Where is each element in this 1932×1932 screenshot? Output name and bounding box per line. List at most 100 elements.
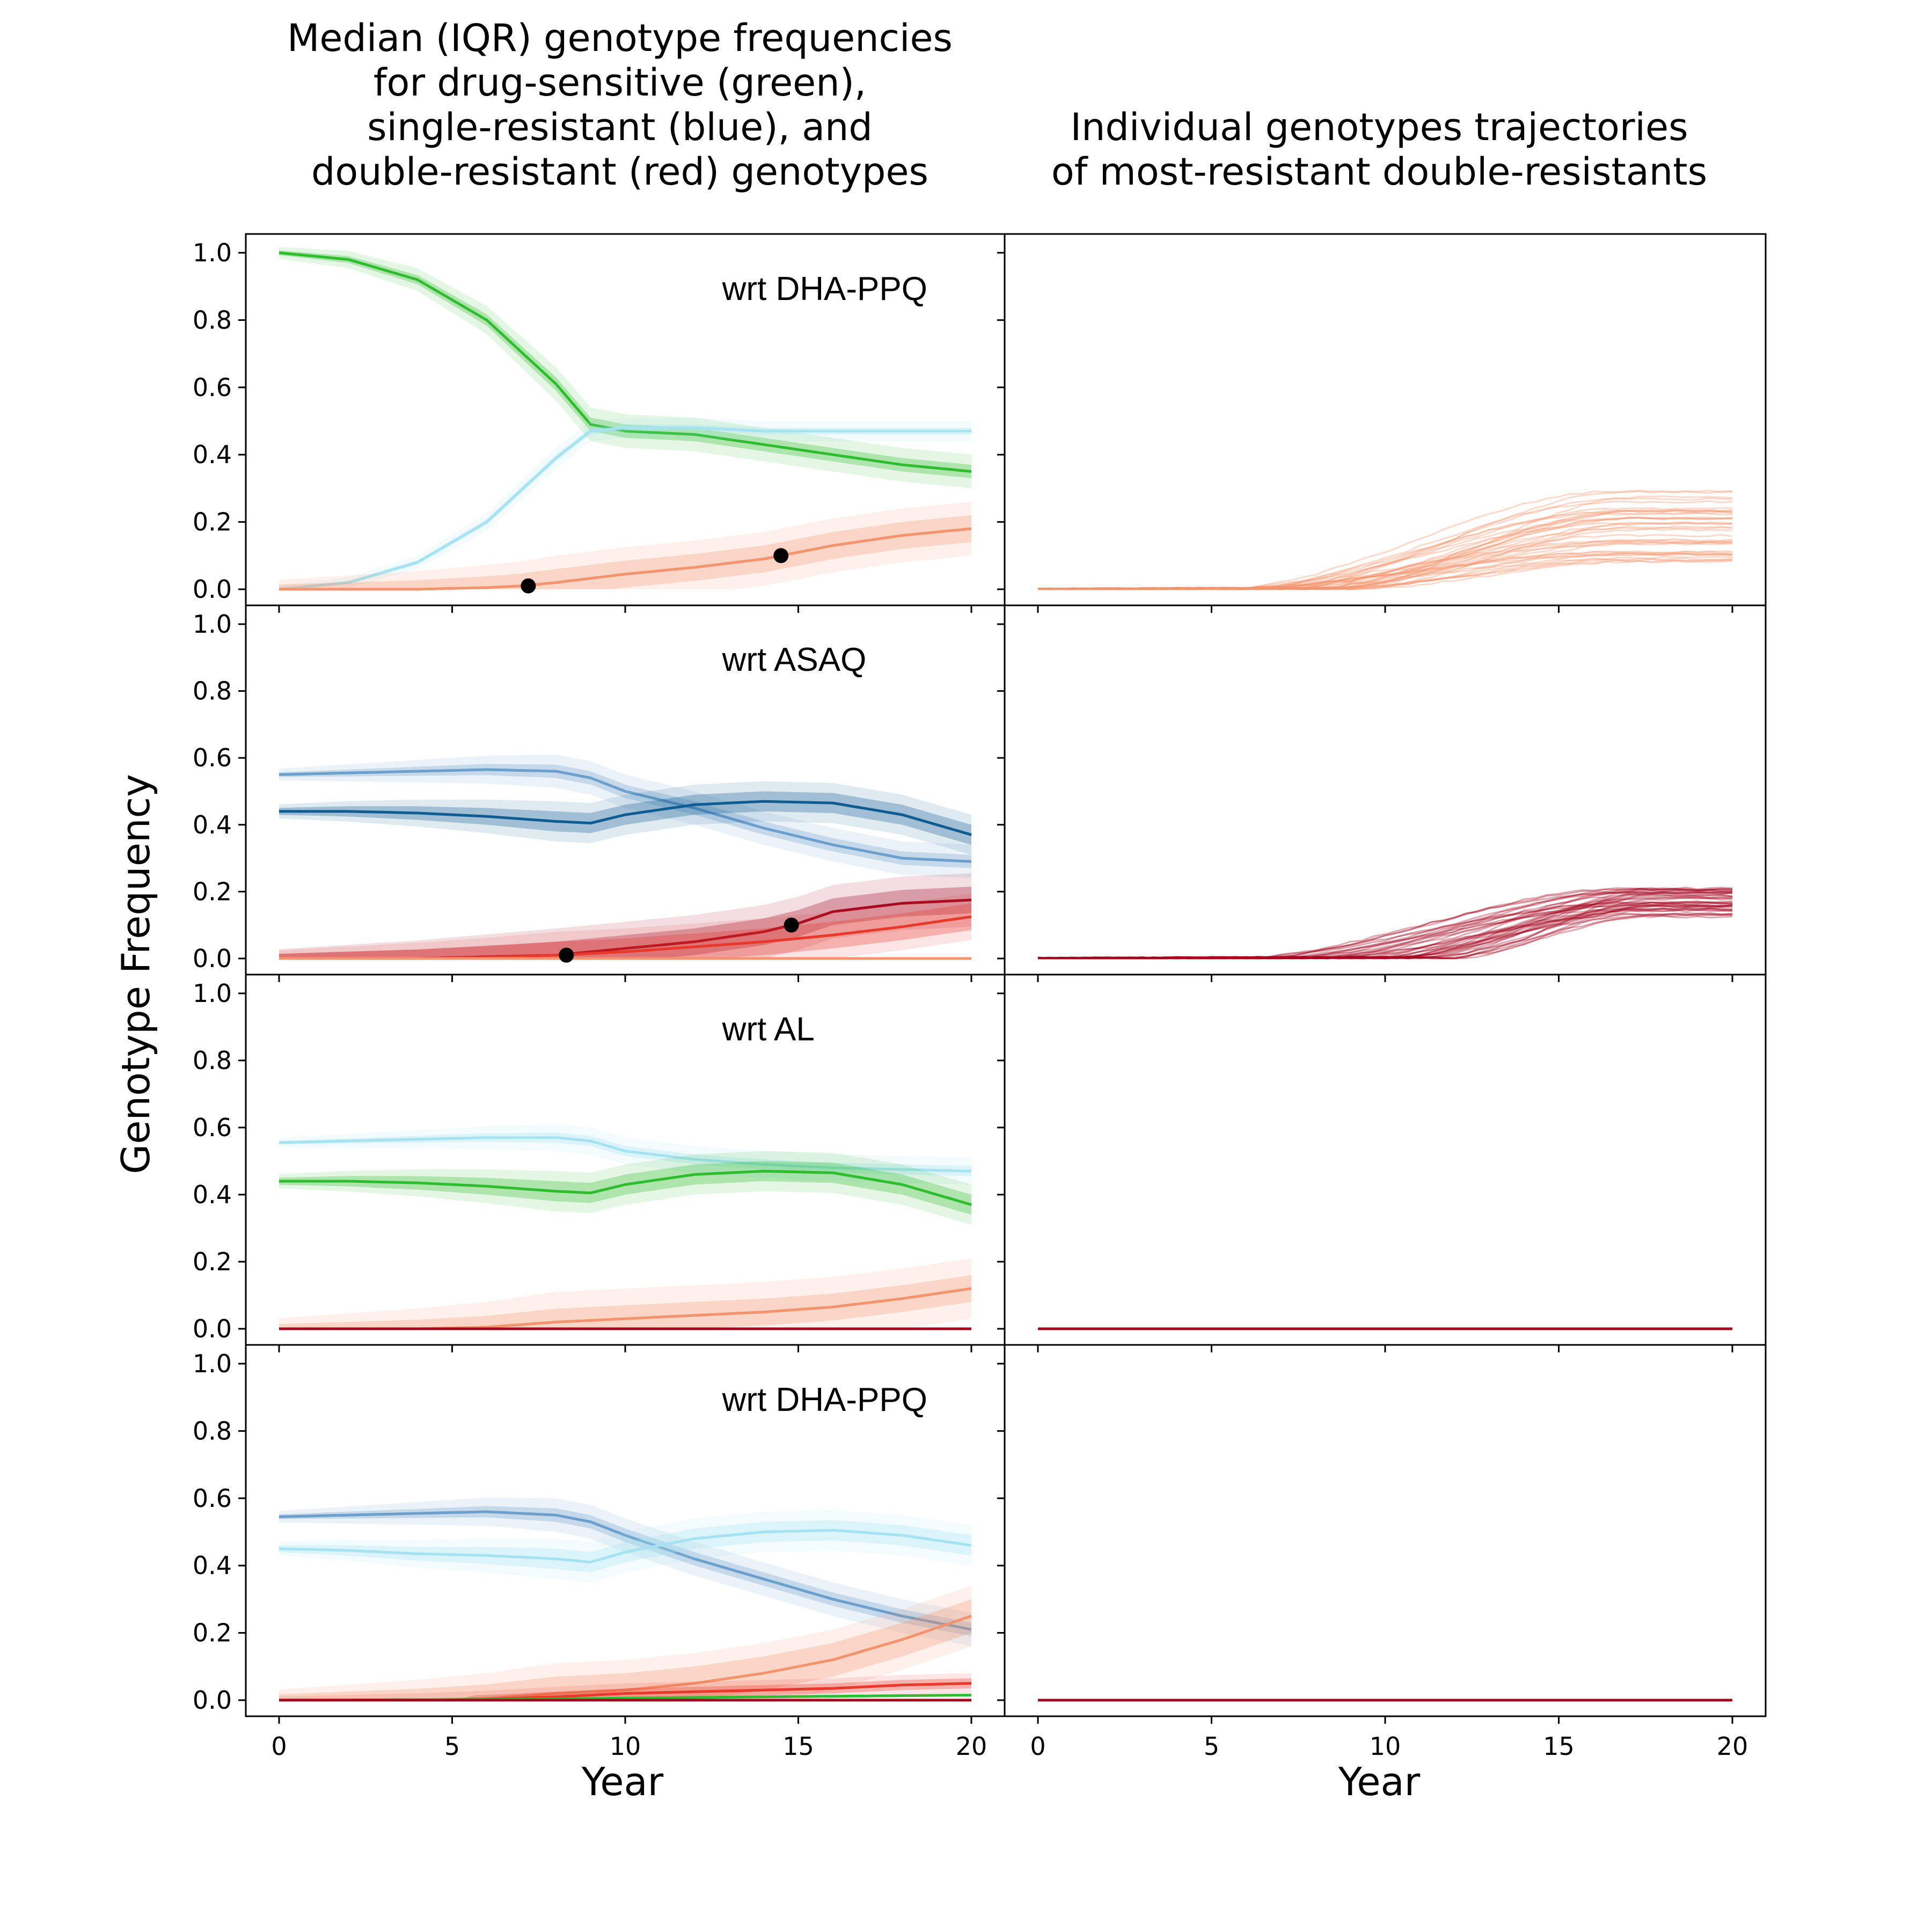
trajectory-line	[1038, 901, 1733, 960]
trajectory-line	[1037, 906, 1733, 960]
x-axis-label-right: Year	[1338, 1759, 1421, 1804]
median-iqr-row-0: wrt DHA-PPQ	[279, 247, 972, 594]
y-tick-label: 0.6	[193, 743, 232, 772]
trajectory-line	[1037, 890, 1733, 960]
trajectory-line	[1037, 507, 1733, 590]
trajectory-line	[1037, 510, 1733, 590]
axes-border	[1004, 604, 1767, 976]
trajectory-line	[1037, 540, 1733, 590]
y-tick-label: 0.0	[193, 1314, 232, 1343]
trajectory-line	[1037, 901, 1733, 960]
trajectory-line	[1037, 516, 1733, 590]
iqr-band-dark_blue	[279, 791, 971, 845]
outer-band-green	[279, 1151, 971, 1225]
outer-band-red	[279, 893, 971, 958]
median-line-steel_blue	[279, 768, 972, 863]
panel-annotation: wrt ASAQ	[722, 641, 867, 678]
y-tick-label: 0.4	[193, 1551, 232, 1580]
trajectory-line	[1037, 511, 1733, 590]
x-tick-label: 10	[1370, 1732, 1401, 1761]
trajectory-line	[1037, 553, 1733, 590]
trajectory-line	[1037, 908, 1733, 960]
x-tick-label: 0	[1030, 1732, 1045, 1761]
median-iqr-row-2: wrt AL	[279, 1011, 972, 1330]
median-line-green	[279, 1169, 972, 1206]
trajectory-line	[1037, 555, 1733, 590]
iqr-band-green	[279, 1161, 971, 1215]
trajectory-line	[1037, 903, 1733, 960]
y-tick-label: 0.2	[193, 877, 232, 906]
trajectory-line	[1037, 901, 1733, 960]
y-tick-label: 0.8	[193, 1046, 232, 1075]
trajectory-line	[1037, 516, 1733, 590]
outer-band-light_blue	[279, 1510, 971, 1583]
axes-frame: 0 5 10 15 20	[997, 1344, 1767, 1761]
trajectory-line	[1037, 891, 1733, 960]
trajectory-line	[1037, 904, 1733, 960]
trajectory-line	[1037, 904, 1733, 960]
trajectory-line	[1037, 509, 1733, 590]
trajectory-line	[1037, 908, 1733, 960]
median-line-salmon	[279, 527, 972, 591]
trajectory-line	[1037, 495, 1733, 590]
trajectory-line	[1037, 913, 1733, 960]
outer-band-steel_blue	[279, 755, 971, 879]
trajectory-line	[1037, 509, 1733, 590]
y-tick-label: 0.2	[193, 1247, 232, 1276]
median-line-light_blue	[279, 1136, 972, 1173]
iqr-band-salmon	[279, 1599, 971, 1700]
median-line-green	[279, 251, 972, 473]
trajectory-line	[1038, 516, 1733, 590]
trajectory-line	[1037, 888, 1733, 960]
trajectory-line	[1038, 521, 1733, 590]
y-axis-label: Genotype Frequency	[113, 774, 158, 1174]
individual-trajectories-row-1	[1037, 887, 1733, 960]
x-tick-label: 10	[610, 1732, 641, 1761]
axes-border	[1004, 974, 1767, 1346]
trajectory-line	[1037, 528, 1732, 590]
trajectory-line	[1038, 539, 1733, 590]
trajectory-line	[1037, 904, 1733, 960]
trajectory-line	[1037, 552, 1733, 590]
outer-band-salmon	[279, 1258, 971, 1329]
y-tick-label: 0.0	[193, 1686, 232, 1715]
outer-band-dark_blue	[279, 781, 971, 855]
panel-annotation: wrt DHA-PPQ	[722, 270, 927, 308]
trajectory-line	[1037, 500, 1733, 590]
trajectory-line	[1037, 540, 1733, 590]
milestone-marker	[784, 917, 799, 933]
y-tick-label: 0.6	[193, 1484, 232, 1513]
y-tick-label: 0.0	[193, 575, 232, 604]
trajectory-line	[1037, 904, 1733, 960]
outer-band-light_blue	[279, 418, 971, 589]
outer-band-red	[279, 1673, 971, 1700]
left-title-line-3: single-resistant (blue), and	[367, 105, 873, 149]
iqr-band-steel_blue	[279, 1506, 971, 1636]
axes-frame: 0.0 0.2 0.4 0.6 0.8 1.0 0 5 10 15 20	[193, 1344, 1006, 1761]
trajectory-line	[1037, 900, 1733, 960]
y-tick-label: 0.6	[193, 373, 232, 402]
median-line-light_blue	[279, 1528, 972, 1564]
trajectory-line	[1038, 896, 1733, 960]
trajectory-line	[1038, 522, 1733, 590]
iqr-band-salmon	[279, 1275, 971, 1329]
trajectory-line	[1037, 558, 1733, 590]
y-tick-label: 0.2	[193, 1619, 232, 1648]
trajectory-line	[1037, 890, 1733, 960]
trajectory-line	[1038, 889, 1733, 960]
trajectory-line	[1038, 552, 1732, 590]
x-tick-label: 5	[1204, 1732, 1219, 1761]
trajectory-line	[1038, 525, 1733, 590]
y-tick-label: 0.8	[193, 1416, 232, 1445]
trajectory-line	[1037, 560, 1733, 590]
trajectory-line	[1037, 906, 1733, 960]
axes-frame	[997, 604, 1767, 982]
trajectory-line	[1037, 895, 1732, 960]
median-line-steel_blue	[279, 1510, 972, 1631]
y-tick-label: 0.8	[193, 305, 232, 334]
trajectory-line	[1038, 887, 1733, 960]
trajectory-line	[1037, 522, 1733, 590]
iqr-band-light_blue	[279, 1520, 971, 1572]
right-title-line-2: of most-resistant double-resistants	[1051, 150, 1707, 194]
iqr-band-steel_blue	[279, 764, 971, 868]
